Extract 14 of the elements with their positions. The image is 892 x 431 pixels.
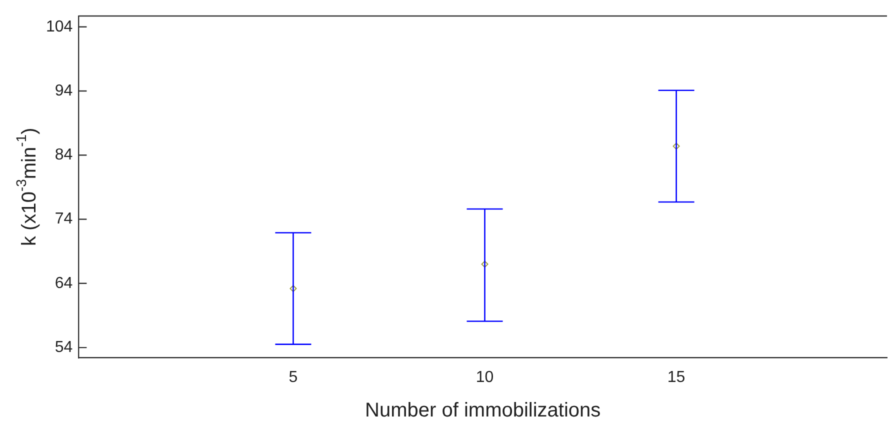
y-tick-label: 84 <box>54 146 73 164</box>
y-tick-label: 54 <box>54 338 73 356</box>
x-tick-label: 5 <box>288 368 298 386</box>
y-axis-title: k (x10-3min-1) <box>12 128 41 246</box>
y-tick-label: 64 <box>54 274 73 292</box>
x-axis-title: Number of immobilizations <box>365 400 601 422</box>
y-tick-label: 74 <box>54 210 73 228</box>
y-tick-label: 94 <box>54 82 73 100</box>
point <box>672 142 680 150</box>
x-tick-label: 15 <box>667 368 686 386</box>
y-tick-label: 104 <box>46 18 73 36</box>
x-tick-label: 10 <box>476 368 494 386</box>
point <box>290 285 297 292</box>
point <box>481 260 488 268</box>
